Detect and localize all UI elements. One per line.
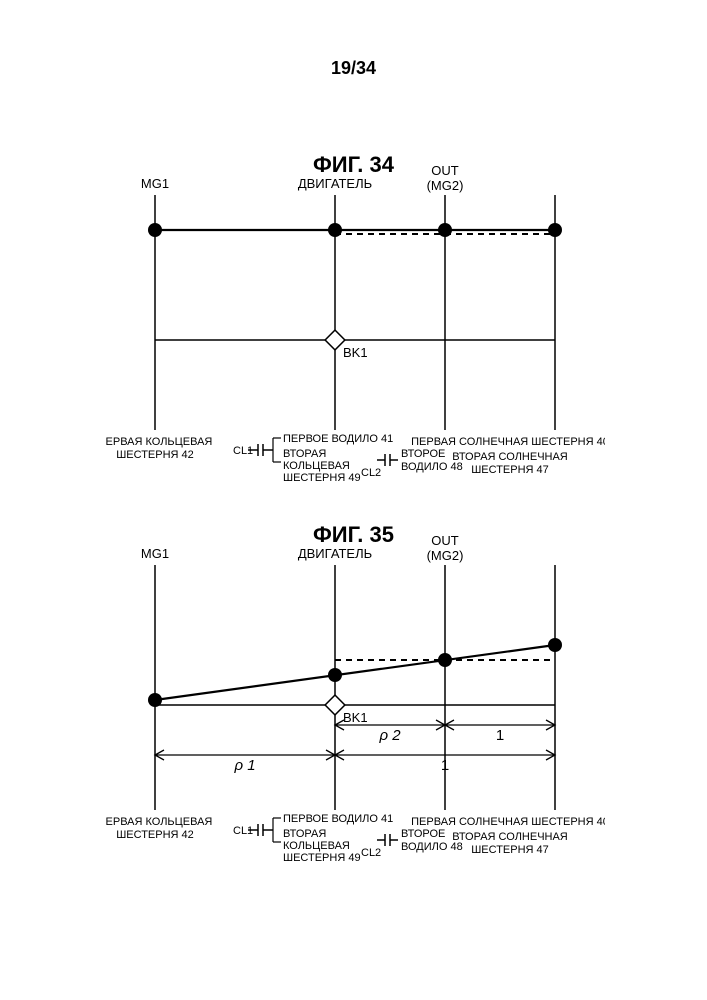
ring2-l2-35: КОЛЬЦЕВАЯ (283, 840, 350, 852)
node-engine-34 (328, 223, 342, 237)
cl2-label-35: CL2 (361, 847, 381, 859)
cl2-group-34: CL2 (361, 454, 398, 479)
carrier2-l2-35: ВОДИЛО 48 (401, 841, 463, 853)
ring2-l1-35: ВТОРАЯ (283, 828, 326, 840)
fig34-diagram: MG1 ДВИГАТЕЛЬ OUT (MG2) BK1 ПЕРВАЯ КОЛЬЦ… (105, 160, 605, 490)
bk1-label-35: BK1 (343, 710, 368, 725)
ring1-l2-35: ШЕСТЕРНЯ 42 (116, 829, 194, 841)
carrier1-35: ПЕРВОЕ ВОДИЛО 41 (283, 813, 393, 825)
label-out-2-35: (MG2) (427, 548, 464, 563)
carrier1-34: ПЕРВОЕ ВОДИЛО 41 (283, 433, 393, 445)
cl2-label-34: CL2 (361, 467, 381, 479)
ring2-l3-34: ШЕСТЕРНЯ 49 (283, 472, 361, 484)
sun2-l1-34: ВТОРАЯ СОЛНЕЧНАЯ (452, 451, 568, 463)
sun2-l1-35: ВТОРАЯ СОЛНЕЧНАЯ (452, 831, 568, 843)
cl1-group-35: CL1 (233, 818, 281, 842)
label-out-1: OUT (431, 163, 459, 178)
bk1-marker-35: BK1 (325, 695, 367, 725)
node-sun-34 (548, 223, 562, 237)
node-out-35 (438, 653, 452, 667)
dim-one-top: 1 (445, 720, 555, 744)
lever-35 (155, 645, 555, 700)
node-engine-35 (328, 668, 342, 682)
node-out-34 (438, 223, 452, 237)
sun2-l2-34: ШЕСТЕРНЯ 47 (471, 464, 549, 476)
node-sun-35 (548, 638, 562, 652)
cl1-group-34: CL1 (233, 438, 281, 462)
sun1-35: ПЕРВАЯ СОЛНЕЧНАЯ ШЕСТЕРНЯ 40 (411, 816, 605, 828)
ring1-l1-35: ПЕРВАЯ КОЛЬЦЕВАЯ (105, 816, 212, 828)
carrier2-l1-35: ВТОРОЕ (401, 828, 445, 840)
cl2-group-35: CL2 (361, 834, 398, 859)
node-mg1-34 (148, 223, 162, 237)
label-mg1: MG1 (141, 176, 169, 191)
sun2-l2-35: ШЕСТЕРНЯ 47 (471, 844, 549, 856)
sun1-34: ПЕРВАЯ СОЛНЕЧНАЯ ШЕСТЕРНЯ 40 (411, 436, 605, 448)
page-number: 19/34 (0, 58, 707, 79)
bk1-marker-34: BK1 (325, 330, 367, 360)
label-out-1-35: OUT (431, 533, 459, 548)
label-mg1-35: MG1 (141, 546, 169, 561)
dim-rho2-label: ρ 2 (378, 727, 401, 744)
ring1-l1-34: ПЕРВАЯ КОЛЬЦЕВАЯ (105, 436, 212, 448)
ring1-l2-34: ШЕСТЕРНЯ 42 (116, 449, 194, 461)
label-out-2: (MG2) (427, 178, 464, 193)
node-mg1-35 (148, 693, 162, 707)
label-engine-35: ДВИГАТЕЛЬ (298, 546, 372, 561)
dim-rho1-label: ρ 1 (233, 757, 255, 774)
ring2-l2-34: КОЛЬЦЕВАЯ (283, 460, 350, 472)
dim-rho1: ρ 1 (155, 750, 335, 774)
bk1-label-34: BK1 (343, 345, 368, 360)
ring2-l3-35: ШЕСТЕРНЯ 49 (283, 852, 361, 864)
dim-one-top-label: 1 (496, 727, 504, 744)
fig35-diagram: MG1 ДВИГАТЕЛЬ OUT (MG2) BK1 ρ 2 1 ρ 1 (105, 530, 605, 890)
carrier2-l1-34: ВТОРОЕ (401, 448, 445, 460)
carrier2-l2-34: ВОДИЛО 48 (401, 461, 463, 473)
ring2-l1-34: ВТОРАЯ (283, 448, 326, 460)
dim-one-bot-label: 1 (441, 757, 449, 774)
cl1-label-35: CL1 (233, 825, 253, 837)
label-engine: ДВИГАТЕЛЬ (298, 176, 372, 191)
cl1-label-34: CL1 (233, 445, 253, 457)
